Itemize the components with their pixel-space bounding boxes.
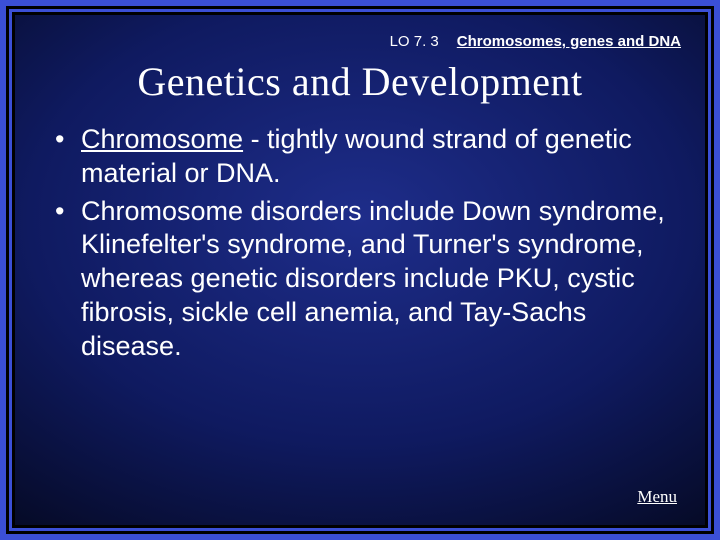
defined-term: Chromosome (81, 124, 243, 154)
slide-header: LO 7. 3 Chromosomes, genes and DNA (37, 33, 683, 50)
slide-content-area: LO 7. 3 Chromosomes, genes and DNA Genet… (12, 12, 708, 528)
list-item: Chromosome disorders include Down syndro… (55, 195, 675, 364)
lo-label: LO 7. 3 (390, 33, 439, 50)
menu-link[interactable]: Menu (637, 487, 677, 507)
list-item: Chromosome - tightly wound strand of gen… (55, 123, 675, 191)
bullet-list: Chromosome - tightly wound strand of gen… (37, 123, 683, 363)
slide-outer-frame: LO 7. 3 Chromosomes, genes and DNA Genet… (0, 0, 720, 540)
slide-border-1: LO 7. 3 Chromosomes, genes and DNA Genet… (6, 6, 714, 534)
bullet-text: Chromosome disorders include Down syndro… (81, 196, 665, 361)
topic-link[interactable]: Chromosomes, genes and DNA (457, 33, 681, 50)
slide-title: Genetics and Development (37, 58, 683, 105)
